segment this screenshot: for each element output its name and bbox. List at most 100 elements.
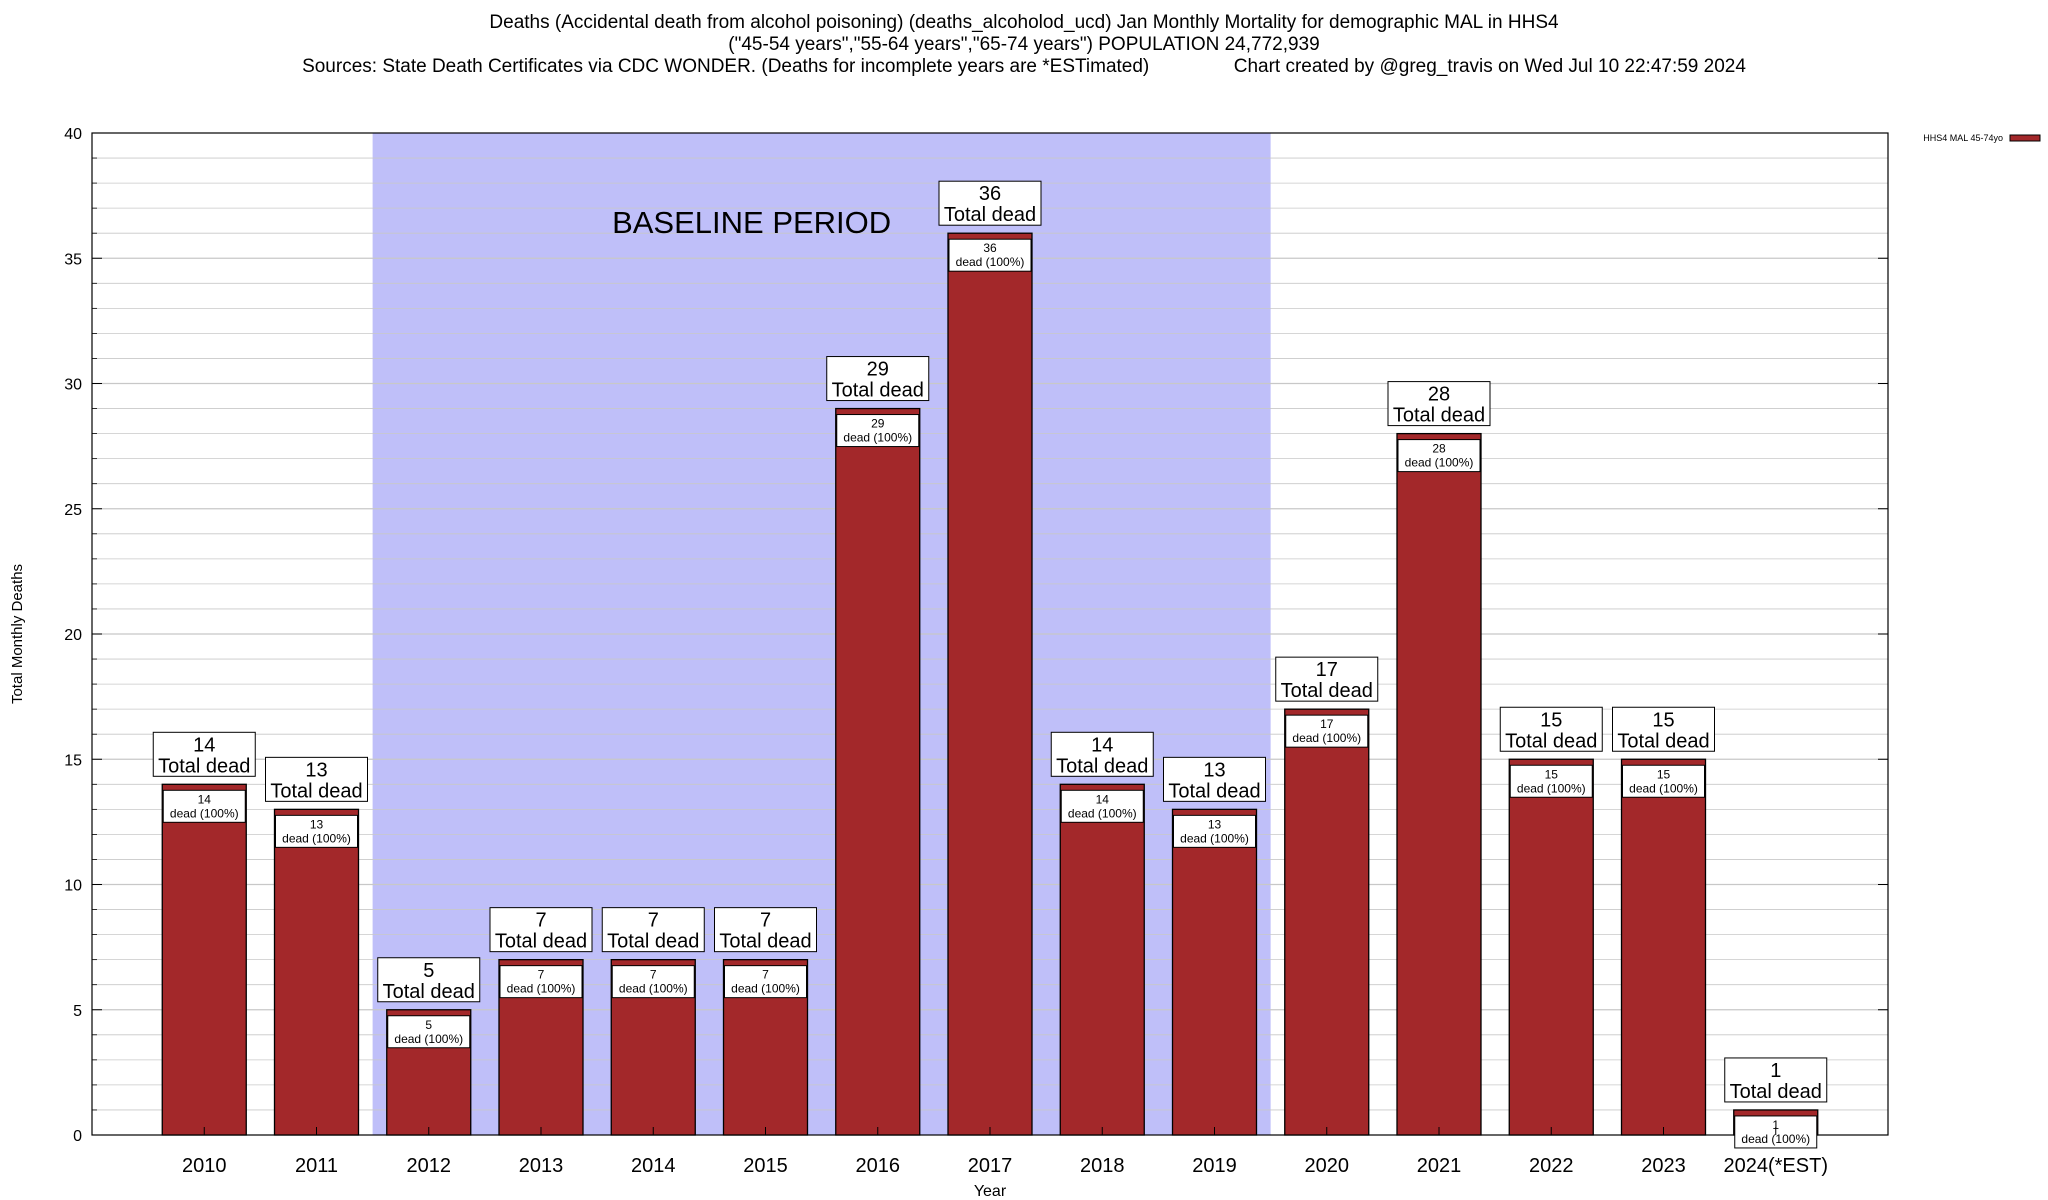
bar-inner-value: 5 <box>425 1018 432 1032</box>
bar-top-label-box <box>489 907 593 953</box>
y-tick-label: 35 <box>64 251 82 268</box>
bar-inner-label: dead (100%) <box>1517 781 1586 795</box>
bar-top-label-box <box>601 907 705 953</box>
bar-inner-label-box <box>724 965 807 999</box>
y-tick-label: 30 <box>64 377 82 394</box>
bar-top-label: Total dead <box>944 204 1036 226</box>
bar-top-label: Total dead <box>1281 680 1373 702</box>
bar-top-label: Total dead <box>1168 780 1260 802</box>
bar-top-value: 5 <box>423 960 434 982</box>
bar <box>1284 708 1370 1136</box>
bar-inner-label-box <box>499 965 583 999</box>
bar-top-value: 7 <box>648 910 659 932</box>
x-tick-label: 2018 <box>1080 1155 1125 1177</box>
bar-inner-label: dead (100%) <box>956 255 1025 269</box>
x-tick-label: 2013 <box>519 1155 564 1177</box>
bar-inner-label-box <box>1397 439 1481 473</box>
bar-inner-label-box <box>387 1015 471 1049</box>
bar-inner-value: 36 <box>983 241 997 255</box>
bar-inner-label: dead (100%) <box>1741 1132 1810 1146</box>
x-tick-label: 2021 <box>1417 1155 1462 1177</box>
bar-top-value: 7 <box>760 910 771 932</box>
bar-top-label-box <box>714 907 817 953</box>
bar-inner-label-box <box>948 238 1032 272</box>
bar-inner-label-box <box>611 965 695 999</box>
bar-top-label-box <box>938 180 1042 226</box>
x-tick-label: 2010 <box>182 1155 227 1177</box>
bar-inner-value: 13 <box>310 817 324 831</box>
bar-top-label-box <box>1163 756 1266 802</box>
bar-inner-label-box <box>1509 764 1593 798</box>
bar-inner-label: dead (100%) <box>843 431 912 445</box>
bar-top-value: 14 <box>193 734 215 756</box>
bar-top-label: Total dead <box>1617 730 1709 752</box>
bar-inner-label: dead (100%) <box>619 982 688 996</box>
bar <box>1508 758 1594 1136</box>
bar-top-value: 13 <box>1203 759 1225 781</box>
bar-inner-label: dead (100%) <box>1068 806 1137 820</box>
x-tick-label: 2011 <box>295 1155 338 1177</box>
bar <box>1059 783 1145 1136</box>
y-tick-label: 10 <box>64 878 82 895</box>
bar-top-label-box <box>377 957 481 1003</box>
bar-top-label-box <box>1387 381 1491 427</box>
x-axis-label: Year <box>974 1183 1007 1200</box>
y-tick-label: 5 <box>73 1003 82 1020</box>
bar-inner-value: 13 <box>1208 817 1222 831</box>
bar-top-label-box <box>1612 706 1715 752</box>
bar <box>1396 432 1482 1136</box>
y-tick-label: 15 <box>64 752 82 769</box>
y-tick-label: 0 <box>73 1128 82 1145</box>
bar-top-label: Total dead <box>832 380 924 402</box>
bar-top-value: 28 <box>1428 384 1450 406</box>
bar-inner-value: 15 <box>1657 767 1671 781</box>
bar-top-label: Total dead <box>1056 755 1148 777</box>
x-tick-label: 2012 <box>407 1155 452 1177</box>
x-tick-label: 2016 <box>856 1155 901 1177</box>
title-line-2: ("45-54 years","55-64 years","65-74 year… <box>728 34 1320 55</box>
bar-inner-value: 14 <box>1096 792 1110 806</box>
title-line-3: Sources: State Death Certificates via CD… <box>302 56 1746 77</box>
x-tick-label: 2022 <box>1529 1155 1574 1177</box>
y-tick-label: 25 <box>64 502 82 519</box>
bar-inner-label: dead (100%) <box>170 806 239 820</box>
bar-inner-label: dead (100%) <box>507 982 576 996</box>
bar <box>1620 758 1707 1136</box>
bar-inner-label: dead (100%) <box>731 982 800 996</box>
bar <box>161 783 247 1136</box>
bar-inner-value: 7 <box>538 968 545 982</box>
x-tick-label: 2020 <box>1305 1155 1350 1177</box>
bar-top-label-box <box>152 731 256 777</box>
bar-inner-label-box <box>1173 814 1256 848</box>
x-tick-label: 2015 <box>743 1155 788 1177</box>
bar-top-label: Total dead <box>1393 405 1485 427</box>
bar-inner-label: dead (100%) <box>282 831 351 845</box>
bar-inner-value: 15 <box>1545 767 1559 781</box>
bar-inner-label-box <box>162 789 246 823</box>
bar-top-label-box <box>1499 706 1603 752</box>
baseline-label: BASELINE PERIOD <box>612 205 891 240</box>
bar <box>1171 808 1258 1136</box>
bar-top-value: 13 <box>305 759 327 781</box>
x-tick-label: 2019 <box>1192 1155 1237 1177</box>
y-tick-label: 20 <box>64 627 82 644</box>
y-tick-label: 40 <box>64 126 82 143</box>
legend-label: HHS4 MAL 45-74yo <box>1923 133 2003 143</box>
title-line-1: Deaths (Accidental death from alcohol po… <box>489 12 1559 33</box>
bar-top-value: 29 <box>867 359 889 381</box>
x-tick-label: 2014 <box>631 1155 676 1177</box>
bar-inner-value: 7 <box>762 968 769 982</box>
bar-inner-value: 28 <box>1432 442 1446 456</box>
chart-title: Deaths (Accidental death from alcohol po… <box>0 12 2048 78</box>
bar-inner-label-box <box>836 414 920 448</box>
bar-top-label-box <box>826 356 930 402</box>
x-tick-label: 2023 <box>1641 1155 1686 1177</box>
bar-inner-value: 1 <box>1772 1118 1779 1132</box>
bar-top-label: Total dead <box>270 780 362 802</box>
bar-inner-label: dead (100%) <box>394 1032 463 1046</box>
bar-top-label: Total dead <box>719 931 811 953</box>
bar-top-value: 15 <box>1540 709 1562 731</box>
bar-top-label-box <box>1050 731 1154 777</box>
bar-top-label: Total dead <box>158 755 250 777</box>
